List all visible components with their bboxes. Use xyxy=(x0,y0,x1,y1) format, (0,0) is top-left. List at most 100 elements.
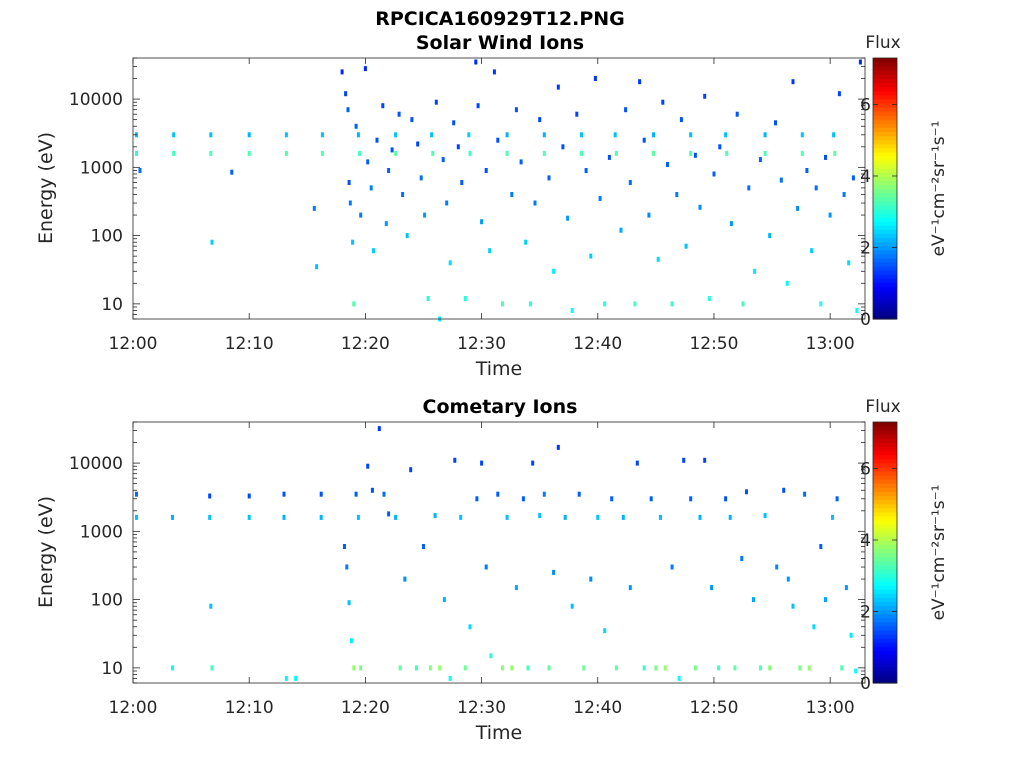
data-point xyxy=(603,628,607,634)
data-point xyxy=(542,491,546,497)
colorbar-cell xyxy=(873,106,897,112)
data-point xyxy=(480,460,484,466)
data-point xyxy=(803,491,807,497)
data-point xyxy=(649,496,653,502)
data-point xyxy=(654,665,658,671)
data-point xyxy=(835,496,839,502)
data-point xyxy=(442,597,446,603)
data-point xyxy=(718,144,722,150)
colorbar-cell xyxy=(873,470,897,476)
marks xyxy=(135,59,862,322)
data-point xyxy=(785,280,789,286)
colorbar-cell xyxy=(873,560,897,566)
colorbar-cell xyxy=(873,495,897,501)
colorbar-cell xyxy=(873,123,897,128)
colorbar-cell xyxy=(873,605,897,611)
colorbar-cell xyxy=(873,466,897,472)
data-point xyxy=(230,169,234,175)
data-point xyxy=(366,463,370,469)
data-point xyxy=(431,150,435,156)
colorbar-cell xyxy=(873,155,897,161)
data-point xyxy=(282,491,286,497)
colorbar-cell xyxy=(873,422,897,427)
y-tick-label: 100 xyxy=(91,591,123,611)
data-point xyxy=(359,665,363,671)
data-point xyxy=(577,491,581,497)
data-point xyxy=(689,132,693,138)
data-point xyxy=(401,192,405,197)
data-point xyxy=(538,513,542,519)
data-point xyxy=(598,196,602,201)
colorbar-label: Flux xyxy=(865,397,900,417)
colorbar-cell xyxy=(873,188,897,194)
data-point xyxy=(670,564,674,570)
data-point xyxy=(824,154,827,160)
data-point xyxy=(433,513,437,519)
x-tick-label: 12:00 xyxy=(109,698,158,718)
y-tick-label: 1000 xyxy=(80,522,123,542)
data-point xyxy=(453,457,457,463)
data-point xyxy=(610,496,614,502)
colorbar-cell xyxy=(873,180,897,186)
data-point xyxy=(209,132,213,138)
data-point xyxy=(514,107,518,113)
data-point xyxy=(438,665,442,671)
colorbar-cell xyxy=(873,528,897,533)
data-point xyxy=(580,132,583,138)
colorbar-cell xyxy=(873,143,897,149)
data-point xyxy=(753,268,757,274)
colorbar-cell xyxy=(873,90,897,96)
x-tick-label: 12:10 xyxy=(225,698,274,718)
colorbar-unit-label: eV⁻¹cm⁻²sr⁻¹s⁻¹ xyxy=(929,121,949,257)
data-point xyxy=(381,103,385,109)
colorbar-cell xyxy=(873,634,897,639)
colorbar-cell xyxy=(873,204,897,210)
data-point xyxy=(580,150,583,156)
data-point xyxy=(633,301,637,307)
data-point xyxy=(831,514,834,520)
data-point xyxy=(210,239,214,245)
y-tick-label: 10 xyxy=(101,295,123,315)
data-point xyxy=(552,268,556,274)
x-tick-label: 12:10 xyxy=(225,334,274,354)
colorbar-cell xyxy=(873,208,897,214)
data-point xyxy=(452,120,456,126)
colorbar-cell xyxy=(873,658,897,664)
data-point xyxy=(510,665,514,671)
colorbar-cell xyxy=(873,306,897,312)
data-point xyxy=(844,585,848,591)
colorbar-cell xyxy=(873,62,897,67)
data-point xyxy=(679,117,683,123)
y-tick-label: 1000 xyxy=(80,158,123,178)
colorbar-cell xyxy=(873,278,897,283)
colorbar-cell xyxy=(873,515,897,521)
data-point xyxy=(521,496,525,502)
data-point xyxy=(384,221,388,227)
data-point xyxy=(410,117,414,123)
data-point xyxy=(172,132,176,138)
data-point xyxy=(484,168,488,173)
plot-area xyxy=(133,58,865,319)
data-point xyxy=(682,457,686,463)
data-point xyxy=(356,132,360,138)
data-point xyxy=(524,239,528,245)
data-point xyxy=(514,585,518,591)
data-point xyxy=(547,665,551,671)
data-point xyxy=(796,205,800,211)
colorbar-cell xyxy=(873,233,897,239)
colorbar-cell xyxy=(873,503,897,509)
axes: 12:00 12:10 12:20 12:30 12:40 12:50 13:00 10 100… xyxy=(69,57,865,354)
data-point xyxy=(689,496,693,502)
data-point xyxy=(209,603,213,609)
data-point xyxy=(492,69,496,75)
data-point xyxy=(430,132,434,138)
data-point xyxy=(698,204,702,210)
data-point xyxy=(138,168,142,173)
colorbar-cell xyxy=(873,458,897,464)
data-point xyxy=(247,514,251,520)
data-point xyxy=(247,150,251,156)
data-point xyxy=(428,665,432,671)
figure-title: RPCICA160929T12.PNG xyxy=(375,8,625,30)
data-point xyxy=(810,248,814,254)
data-point xyxy=(209,150,213,156)
